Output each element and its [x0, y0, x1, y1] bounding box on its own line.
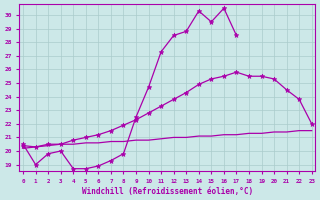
X-axis label: Windchill (Refroidissement éolien,°C): Windchill (Refroidissement éolien,°C)	[82, 187, 253, 196]
